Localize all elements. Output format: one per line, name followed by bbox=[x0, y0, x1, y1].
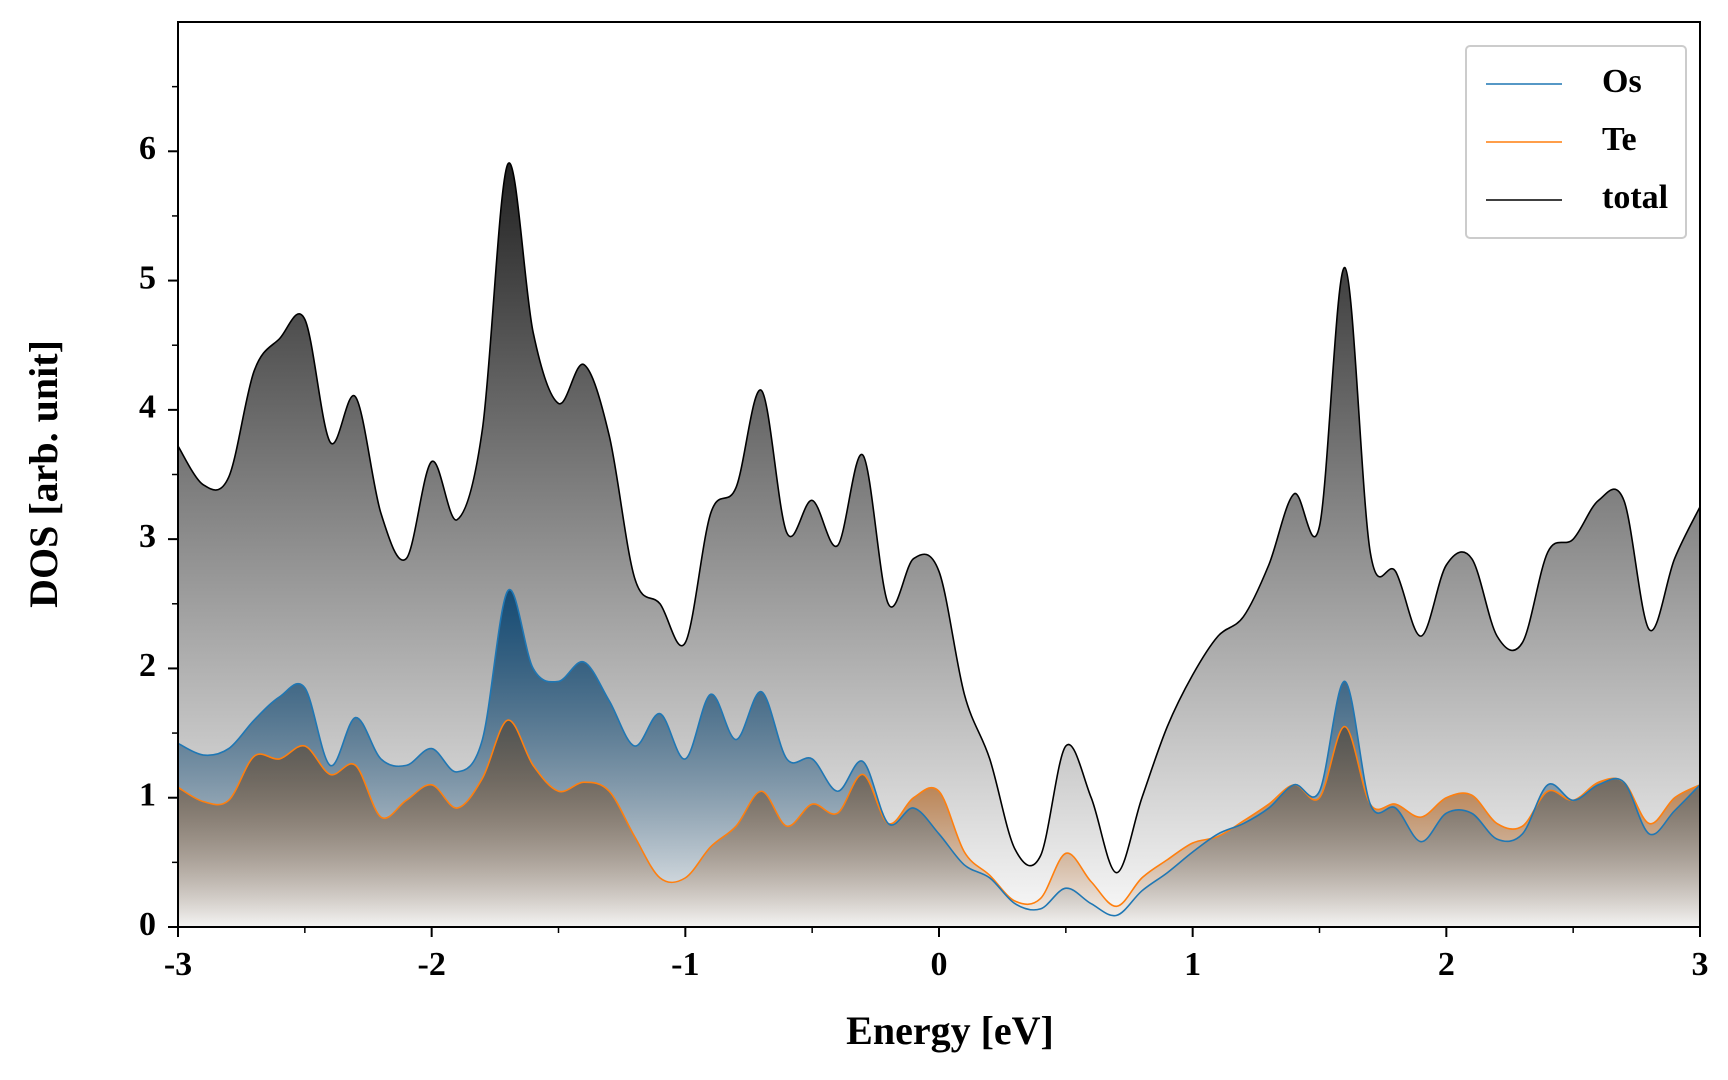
y-axis-label: DOS [arb. unit] bbox=[21, 340, 66, 608]
legend-label: Os bbox=[1602, 63, 1642, 100]
y-tick-label: 6 bbox=[139, 130, 156, 167]
line bbox=[177, 719, 1701, 908]
x-tick-label: -1 bbox=[671, 946, 699, 983]
line bbox=[177, 162, 1701, 874]
y-tick-label: 0 bbox=[139, 906, 156, 943]
x-tick-label: 1 bbox=[1184, 946, 1201, 983]
x-tick-label: -2 bbox=[418, 946, 446, 983]
y-tick-label: 1 bbox=[139, 777, 156, 814]
y-tick-label: 5 bbox=[139, 259, 156, 296]
area bbox=[178, 589, 1700, 927]
x-tick-label: 2 bbox=[1438, 946, 1455, 983]
line bbox=[177, 588, 1701, 917]
x-tick-label: -3 bbox=[164, 946, 192, 983]
y-tick-label: 3 bbox=[139, 518, 156, 555]
y-tick-label: 4 bbox=[139, 389, 156, 426]
legend-label: total bbox=[1602, 179, 1668, 216]
legend-box bbox=[1465, 45, 1687, 239]
x-tick-label: 0 bbox=[931, 946, 948, 983]
x-tick-label: 3 bbox=[1692, 946, 1709, 983]
x-axis-label: Energy [eV] bbox=[846, 1008, 1054, 1053]
y-tick-label: 2 bbox=[139, 647, 156, 684]
legend-label: Te bbox=[1602, 121, 1637, 158]
